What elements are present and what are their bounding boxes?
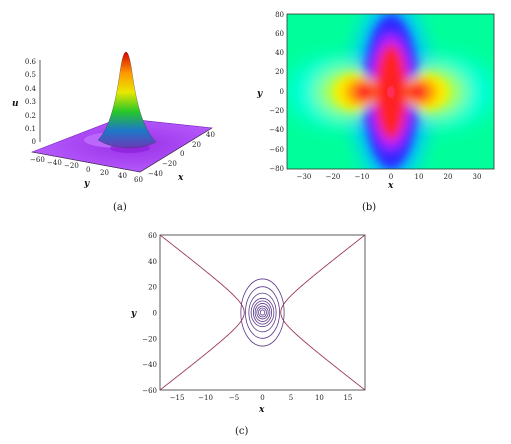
y-axis: 60 40 20 0 −20 −40 −60 bbox=[142, 232, 157, 395]
x-tick-label: 40 bbox=[206, 131, 215, 139]
y-tick-label: 0 bbox=[153, 310, 157, 318]
z-tick-label: 0.4 bbox=[25, 85, 37, 93]
z-tick-label: 0 bbox=[32, 138, 36, 146]
y-tick-label: 40 bbox=[275, 49, 284, 57]
x-tick-label: 0 bbox=[180, 150, 184, 158]
z-axis: 0 0.1 0.2 0.3 0.4 0.5 0.6 u bbox=[12, 58, 41, 146]
contour-ring bbox=[254, 303, 271, 322]
b-y-axis: 80 60 40 20 0 −20 −40 −60 −80 y bbox=[256, 11, 284, 173]
y-tick-label: −20 bbox=[64, 162, 79, 170]
contour-ring bbox=[250, 297, 275, 328]
y-tick-label: 0 bbox=[280, 88, 284, 96]
y-tick-label: −80 bbox=[269, 165, 284, 173]
x-axis: −40 −20 0 20 40 x bbox=[139, 127, 215, 183]
x-tick-label: 5 bbox=[289, 394, 293, 402]
y-tick-label: −60 bbox=[269, 146, 284, 154]
contour-ring bbox=[248, 292, 277, 333]
y-tick-label: −40 bbox=[269, 126, 284, 134]
y-tick-label: −20 bbox=[142, 335, 157, 343]
y-tick-label: 20 bbox=[275, 68, 284, 76]
x-tick-label: −30 bbox=[297, 173, 312, 181]
y-axis-label: y bbox=[130, 309, 137, 319]
contour-ring bbox=[245, 286, 280, 339]
x-tick-label: −15 bbox=[170, 394, 185, 402]
panel-a: 0 0.1 0.2 0.3 0.4 0.5 0.6 u −60 −40 −20 … bbox=[12, 51, 215, 213]
z-tick-label: 0.1 bbox=[25, 125, 36, 133]
surface-peak bbox=[97, 51, 157, 148]
y-tick-label: 80 bbox=[275, 11, 284, 19]
density-hole bbox=[387, 86, 395, 98]
z-tick-label: 0.5 bbox=[25, 71, 36, 79]
x-tick-label: 15 bbox=[343, 394, 352, 402]
contour-ring bbox=[258, 307, 267, 318]
y-tick-label: 60 bbox=[134, 176, 143, 184]
y-tick-label: 20 bbox=[148, 284, 157, 292]
x-axis-label: x bbox=[387, 181, 394, 191]
plot-frame bbox=[159, 234, 366, 391]
x-axis-label: x bbox=[258, 405, 265, 415]
y-tick-label: 20 bbox=[100, 169, 109, 177]
caption-b: (b) bbox=[362, 202, 376, 213]
y-tick-label: −60 bbox=[142, 387, 157, 395]
z-tick-label: 0.3 bbox=[25, 98, 36, 106]
x-tick-label: 0 bbox=[260, 394, 264, 402]
x-tick-label: 10 bbox=[315, 394, 324, 402]
plot-area bbox=[159, 234, 366, 391]
x-axis-label: x bbox=[177, 173, 184, 183]
y-tick-label: 60 bbox=[148, 232, 157, 240]
x-tick-label: 20 bbox=[192, 141, 201, 149]
y-tick-label: −20 bbox=[269, 107, 284, 115]
x-tick-label: 0 bbox=[389, 173, 393, 181]
y-tick-label: 60 bbox=[275, 30, 284, 38]
x-tick-label: −10 bbox=[355, 173, 370, 181]
z-tick-label: 0.6 bbox=[25, 58, 37, 66]
panel-c: −15 −10 −5 0 5 10 15 60 40 20 0 −20 −40 −60 x y (c) bbox=[130, 232, 366, 437]
x-tick-label: −5 bbox=[229, 394, 239, 402]
contour-branch-right bbox=[280, 234, 366, 391]
y-tick-label: 40 bbox=[148, 258, 157, 266]
contour-branch-left bbox=[159, 234, 245, 391]
contour-ring bbox=[259, 309, 266, 316]
y-tick-label: 40 bbox=[118, 172, 127, 180]
x-tick-label: −20 bbox=[162, 160, 177, 168]
caption-c: (c) bbox=[235, 426, 249, 437]
b-x-axis: −30 −20 −10 0 10 20 30 x bbox=[297, 173, 482, 191]
contour-ring bbox=[256, 305, 269, 320]
x-tick-label: 30 bbox=[473, 173, 482, 181]
contour-ring bbox=[252, 300, 273, 325]
y-axis: −60 −40 −20 0 20 40 60 y bbox=[30, 151, 143, 189]
y-tick-label: −40 bbox=[142, 361, 157, 369]
y-axis-label: y bbox=[83, 179, 90, 189]
y-tick-label: −40 bbox=[47, 159, 62, 167]
x-axis: −15 −10 −5 0 5 10 15 bbox=[170, 394, 353, 402]
y-tick-label: 0 bbox=[86, 166, 90, 174]
y-axis-label: y bbox=[256, 89, 263, 99]
panel-b: 80 60 40 20 0 −20 −40 −60 −80 y −30 −20 … bbox=[256, 11, 495, 213]
caption-a: (a) bbox=[113, 202, 127, 213]
contour-ring bbox=[240, 278, 285, 347]
z-axis-label: u bbox=[12, 99, 19, 109]
x-tick-label: −20 bbox=[326, 173, 341, 181]
y-tick-label: −60 bbox=[30, 156, 45, 164]
x-tick-label: −10 bbox=[198, 394, 213, 402]
z-tick-label: 0.2 bbox=[25, 112, 36, 120]
x-tick-label: 10 bbox=[415, 173, 424, 181]
x-tick-label: 20 bbox=[444, 173, 453, 181]
x-tick-label: −40 bbox=[148, 170, 163, 178]
